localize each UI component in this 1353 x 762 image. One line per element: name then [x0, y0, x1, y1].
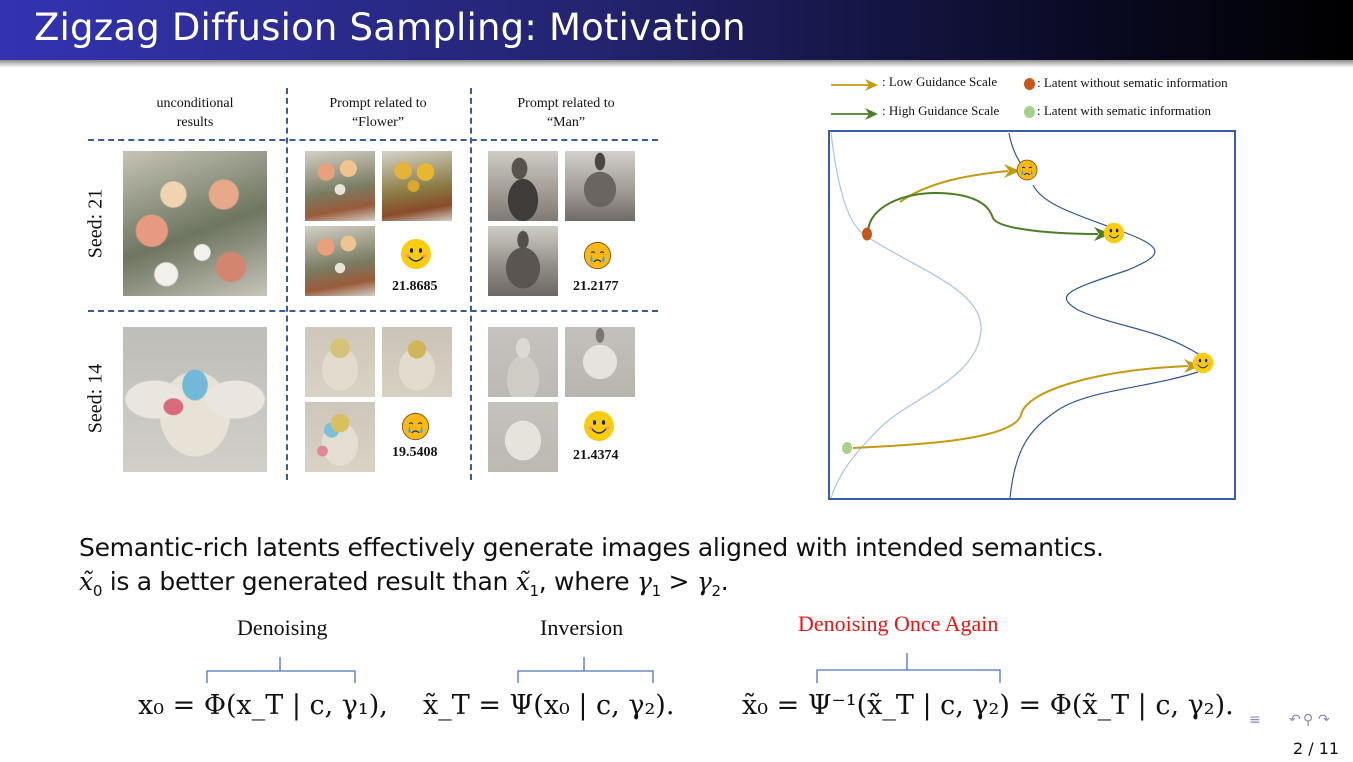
man-portrait-sketch: [488, 327, 558, 397]
flower-vase-1: [305, 151, 375, 221]
column-header-man: Prompt related to “Man”: [486, 94, 646, 132]
flower-sketch-2: [382, 327, 452, 397]
flower-bouquet-painting: [123, 151, 267, 296]
sunflower-vase: [382, 151, 452, 221]
smiley-face-icon: [583, 410, 615, 442]
body-text-span: .: [720, 567, 729, 596]
label-inversion: Inversion: [540, 615, 624, 640]
bearded-man-portrait: [488, 151, 558, 221]
divider-vertical: [286, 88, 288, 480]
equation-text: x̃_T = Ψ(x₀ | c, γ₂).: [423, 690, 675, 721]
legend-latent-with-semantic: : Latent with sematic information: [1037, 103, 1212, 118]
equation-text: x̃₀ = Ψ⁻¹(x̃_T | c, γ₂) = Φ(x̃_T | c, γ₂…: [742, 690, 1234, 721]
column-header-line: “Man”: [546, 115, 586, 130]
high-guidance-arrow-icon: [831, 105, 881, 120]
column-header-line: “Flower”: [351, 115, 405, 130]
divider-horizontal: [88, 139, 658, 141]
equation-denoising: x₀ = Φ(x_T | c, γ₁),: [138, 690, 388, 721]
flower-sketch-1: [305, 327, 375, 397]
smiley-face-icon: [400, 238, 432, 270]
green-dot-icon: [1024, 106, 1035, 118]
slide-header: [0, 0, 1353, 60]
brace-denoising-again-icon: [815, 650, 1002, 685]
math-x-tilde: x̃: [79, 567, 93, 596]
redo-icon[interactable]: ↷: [1318, 712, 1330, 728]
smiley-face-icon: [1103, 222, 1125, 244]
math-subscript: 0: [92, 582, 103, 600]
math-subscript: 1: [529, 582, 540, 600]
column-header-line: Prompt related to: [517, 96, 615, 111]
math-subscript: 2: [711, 582, 722, 600]
math-operator: >: [668, 567, 690, 596]
label-denoising: Denoising: [237, 615, 328, 640]
page-number: 2 / 11: [1293, 739, 1340, 758]
body-text-span: is a better generated result than: [109, 567, 509, 596]
abstract-figure-sketch: [123, 327, 267, 472]
smiley-face-icon: [1192, 352, 1214, 374]
muscular-man: [565, 151, 635, 221]
column-header-unconditional: unconditional results: [125, 94, 265, 132]
math-x-tilde: x̃: [515, 567, 530, 596]
muscular-man-sketch: [565, 327, 635, 397]
equation-inversion: x̃_T = Ψ(x₀ | c, γ₂).: [423, 690, 674, 721]
label-denoising-again: Denoising Once Again: [798, 611, 999, 636]
body-text-span: , where: [538, 567, 630, 596]
seed-label: Seed: 21: [84, 188, 107, 259]
math-gamma: γ: [696, 567, 712, 596]
clip-score: 19.5408: [392, 445, 438, 460]
man-back-sketch: [488, 402, 558, 472]
slide-title: Zigzag Diffusion Sampling: Motivation: [34, 6, 746, 49]
column-header-flower: Prompt related to “Flower”: [298, 94, 458, 132]
legend-latent-without-semantic: : Latent without sematic information: [1037, 75, 1228, 90]
body-line-1: Semantic-rich latents effectively genera…: [79, 533, 1104, 562]
body-line-2: x̃0 is a better generated result than x̃…: [79, 567, 729, 600]
math-gamma: γ: [636, 567, 652, 596]
crying-face-icon: [401, 412, 430, 441]
column-header-line: unconditional: [156, 96, 234, 111]
column-header-line: results: [176, 115, 214, 130]
crying-face-icon: [583, 241, 612, 270]
column-header-line: Prompt related to: [329, 96, 427, 111]
equation-denoising-again: x̃₀ = Ψ⁻¹(x̃_T | c, γ₂) = Φ(x̃_T | c, γ₂…: [742, 690, 1234, 721]
flower-sketch-3: [305, 402, 375, 472]
legend-low-guidance: : Low Guidance Scale: [882, 74, 998, 89]
divider-vertical: [470, 88, 472, 480]
orange-dot-icon: [1024, 78, 1035, 90]
clip-score: 21.4374: [573, 448, 619, 463]
seed-label: Seed: 14: [84, 363, 107, 434]
legend-high-guidance: : High Guidance Scale: [882, 103, 1000, 118]
math-subscript: 1: [651, 582, 662, 600]
undo-icon[interactable]: ↶: [1289, 712, 1301, 728]
search-icon[interactable]: ⚲: [1303, 712, 1314, 728]
divider-horizontal: [88, 310, 658, 312]
clip-score: 21.8685: [392, 279, 438, 294]
latent-trajectory-diagram: [828, 130, 1236, 500]
flower-vase-2: [305, 226, 375, 296]
brace-denoising-icon: [205, 653, 357, 685]
man-back-view: [488, 226, 558, 296]
low-guidance-arrow-icon: [831, 76, 881, 91]
equation-text: x₀ = Φ(x_T | c, γ₁),: [138, 690, 388, 721]
clip-score: 21.2177: [573, 279, 619, 294]
header-shadow: [0, 60, 1353, 68]
toc-icon[interactable]: ≡: [1249, 712, 1261, 728]
crying-face-icon: [1016, 159, 1038, 181]
brace-inversion-icon: [516, 653, 656, 685]
